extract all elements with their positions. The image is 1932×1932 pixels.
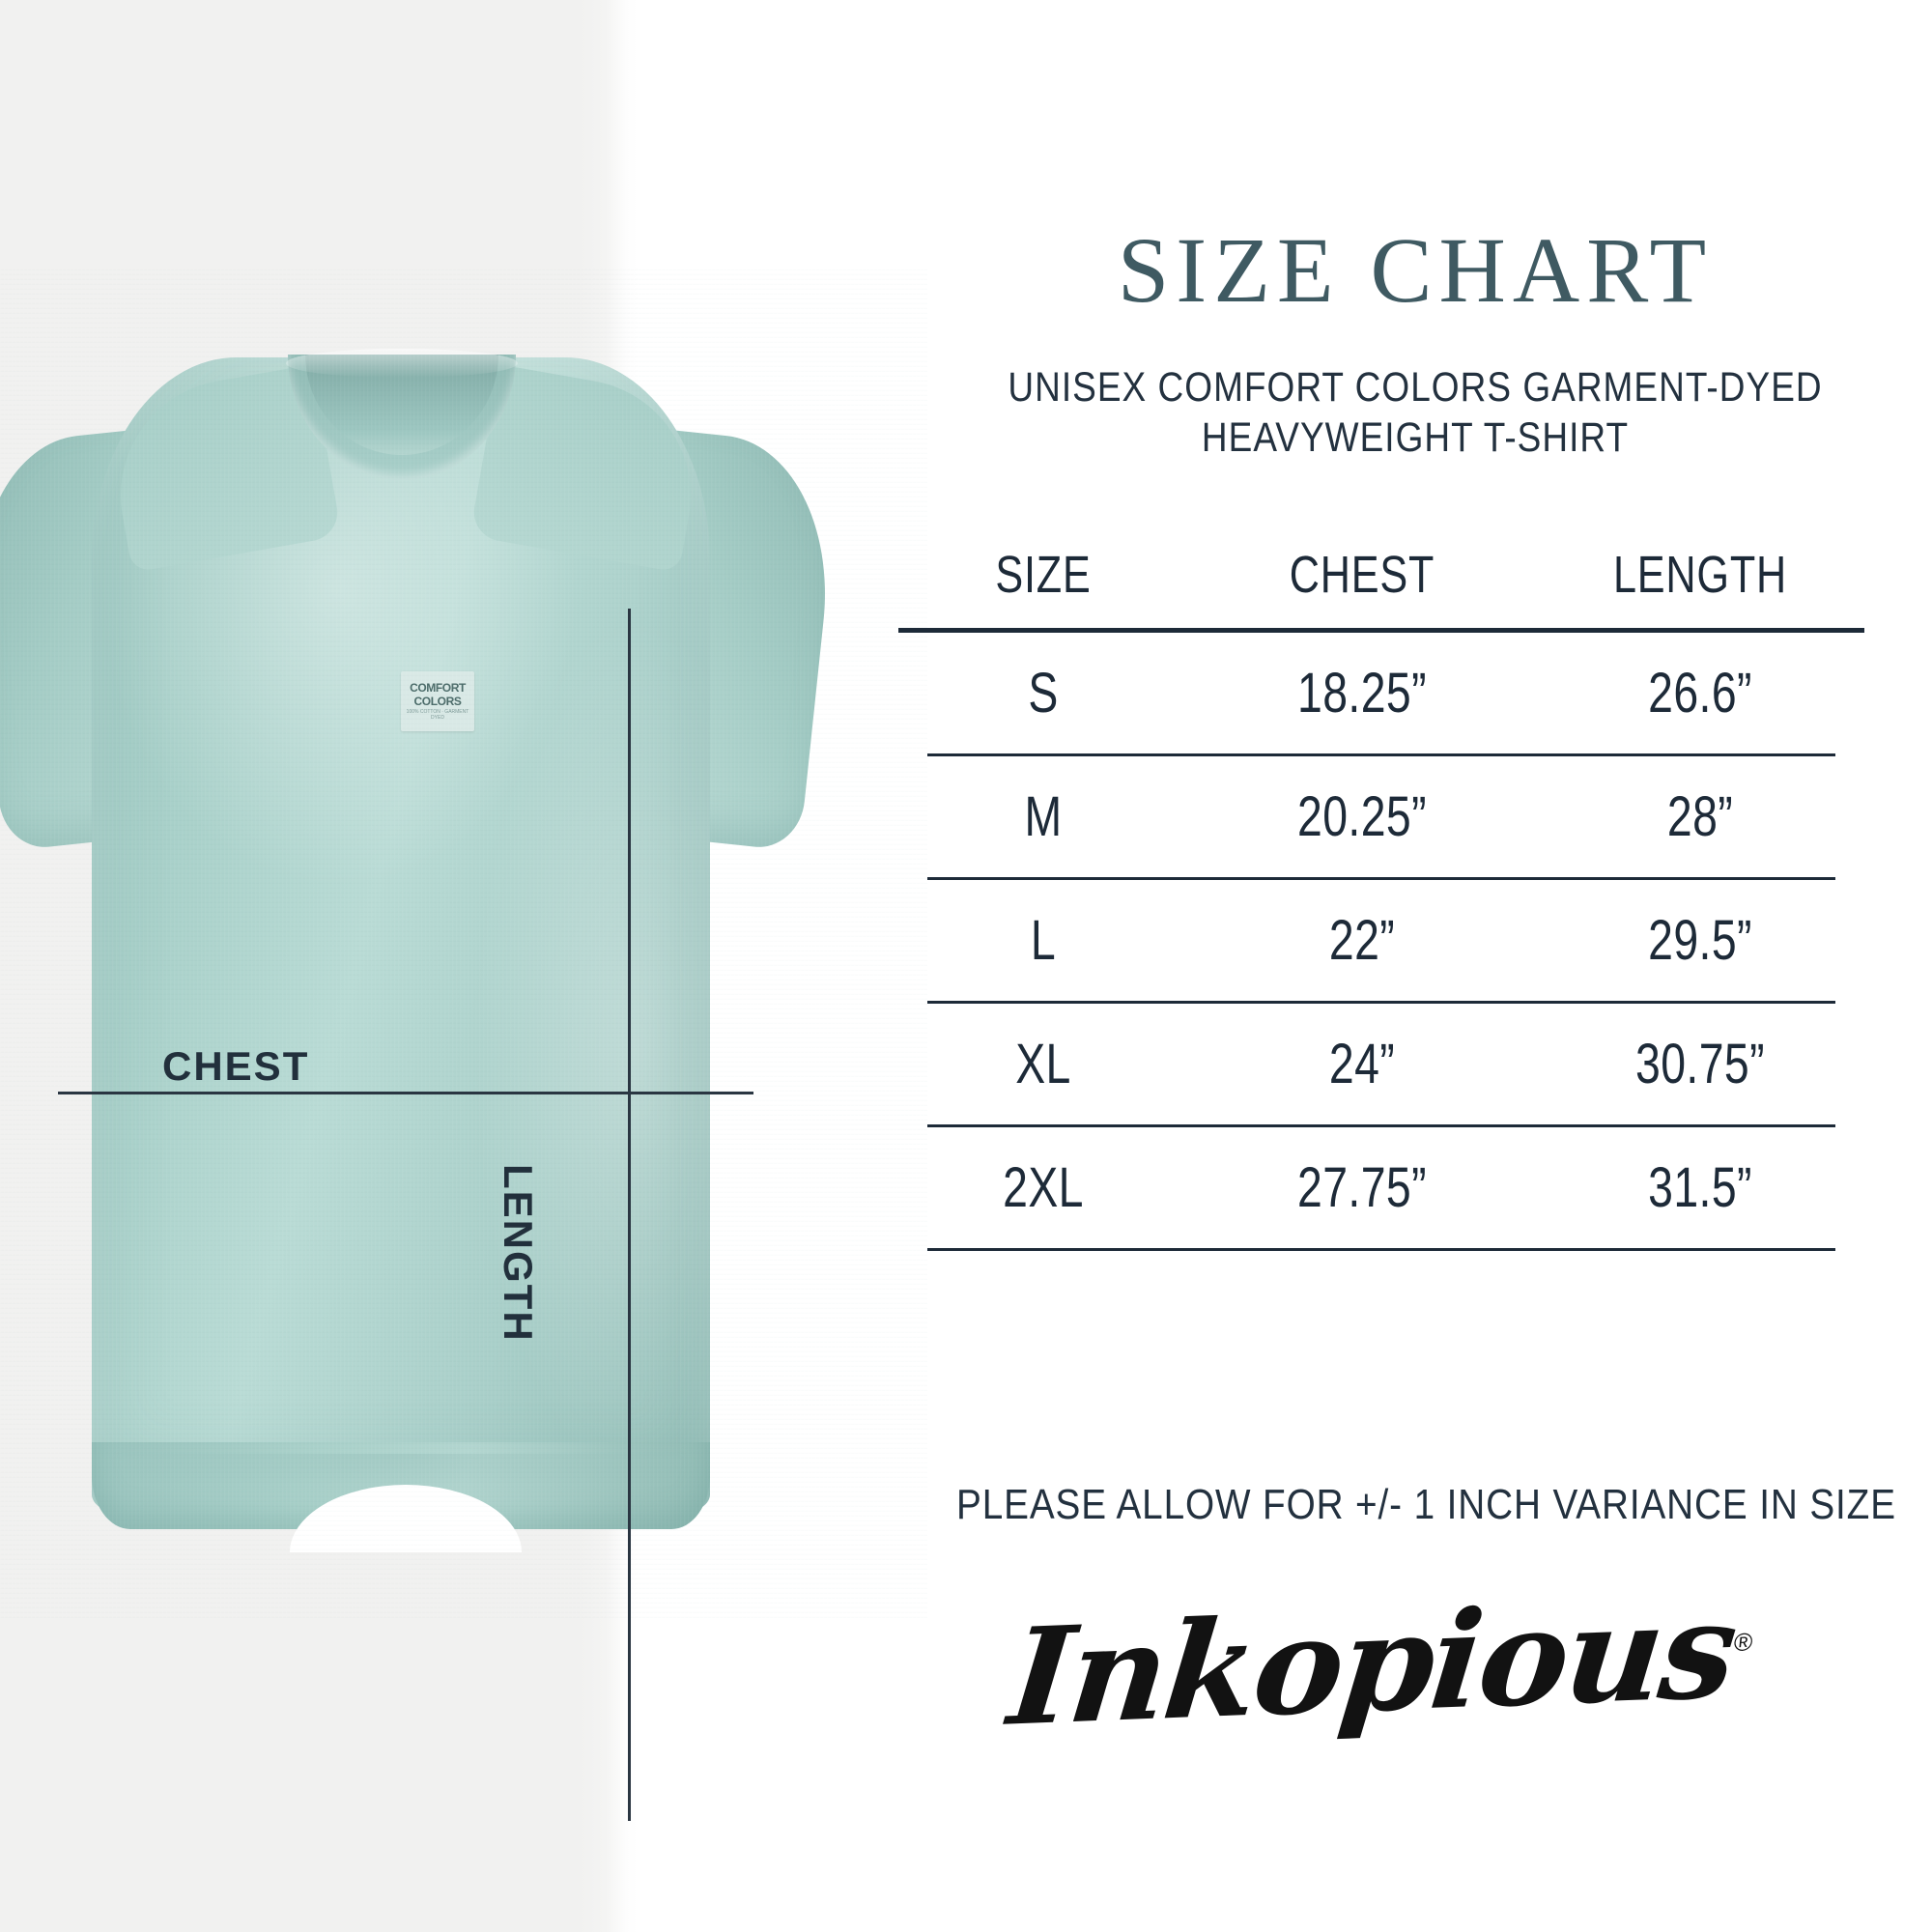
brand-logo-text: Inkopious® bbox=[1003, 1570, 1760, 1755]
table-row-divider bbox=[927, 877, 1835, 880]
table-header-rule bbox=[898, 628, 1864, 633]
table-bottom-rule bbox=[927, 1248, 1835, 1251]
cell-size: S bbox=[1028, 662, 1059, 724]
cell-length: 28” bbox=[1666, 785, 1734, 848]
cell-length: 31.5” bbox=[1648, 1156, 1752, 1219]
column-header-length: LENGTH bbox=[1612, 546, 1788, 604]
table-header-row: SIZE CHEST LENGTH bbox=[898, 522, 1864, 628]
page-title: SIZE CHART bbox=[1117, 218, 1714, 322]
table-row-divider bbox=[927, 753, 1835, 756]
length-measurement-label: LENGTH bbox=[496, 1164, 541, 1343]
tshirt-photo: COMFORT COLORS 100% COTTON · GARMENT DYE… bbox=[0, 266, 927, 1821]
chest-measurement-line bbox=[58, 1092, 753, 1094]
subtitle-line-1: UNISEX COMFORT COLORS GARMENT-DYED bbox=[1008, 364, 1823, 411]
cell-length: 26.6” bbox=[1648, 662, 1752, 724]
column-header-chest: CHEST bbox=[1289, 546, 1435, 604]
table-row: 2XL 27.75” 31.5” bbox=[898, 1127, 1864, 1248]
size-variance-disclaimer: PLEASE ALLOW FOR +/- 1 INCH VARIANCE IN … bbox=[956, 1481, 1896, 1528]
cell-length: 30.75” bbox=[1635, 1033, 1765, 1095]
brand-logo: Inkopious® bbox=[898, 1571, 1864, 1755]
cell-chest: 18.25” bbox=[1297, 662, 1427, 724]
chest-measurement-label: CHEST bbox=[162, 1043, 310, 1089]
table-row-divider bbox=[927, 1001, 1835, 1004]
neck-tag-brand-line2: COLORS bbox=[413, 695, 462, 708]
cell-chest: 22” bbox=[1328, 909, 1396, 972]
table-row-divider bbox=[927, 1124, 1835, 1127]
cell-chest: 20.25” bbox=[1297, 785, 1427, 848]
column-header-size: SIZE bbox=[995, 546, 1092, 604]
table-row: S 18.25” 26.6” bbox=[898, 633, 1864, 753]
table-row: XL 24” 30.75” bbox=[898, 1004, 1864, 1124]
table-row: L 22” 29.5” bbox=[898, 880, 1864, 1001]
registered-trademark-icon: ® bbox=[1732, 1627, 1754, 1658]
neck-tag-brand-line1: COMFORT bbox=[410, 681, 466, 695]
subtitle-line-2: HEAVYWEIGHT T-SHIRT bbox=[1201, 414, 1630, 462]
size-table: SIZE CHEST LENGTH S 18.25” 26.6” M 20.25… bbox=[898, 522, 1864, 1251]
tshirt-neck-tag: COMFORT COLORS 100% COTTON · GARMENT DYE… bbox=[401, 671, 474, 731]
cell-chest: 24” bbox=[1328, 1033, 1396, 1095]
table-row: M 20.25” 28” bbox=[898, 756, 1864, 877]
tshirt-collar-rim bbox=[286, 349, 518, 378]
info-panel: SIZE CHART UNISEX COMFORT COLORS GARMENT… bbox=[898, 0, 1932, 1932]
cell-size: 2XL bbox=[1003, 1156, 1084, 1219]
cell-length: 29.5” bbox=[1648, 909, 1752, 972]
length-measurement-line bbox=[628, 609, 631, 1821]
tshirt-illustration: COMFORT COLORS 100% COTTON · GARMENT DYE… bbox=[0, 266, 927, 1618]
cell-chest: 27.75” bbox=[1297, 1156, 1427, 1219]
cell-size: L bbox=[1030, 909, 1057, 972]
brand-name: Inkopious bbox=[1003, 1571, 1742, 1756]
neck-tag-care-text: 100% COTTON · GARMENT DYED bbox=[406, 709, 469, 721]
page-subtitle: UNISEX COMFORT COLORS GARMENT-DYED HEAVY… bbox=[1000, 362, 1831, 464]
cell-size: XL bbox=[1015, 1033, 1071, 1095]
cell-size: M bbox=[1024, 785, 1063, 848]
